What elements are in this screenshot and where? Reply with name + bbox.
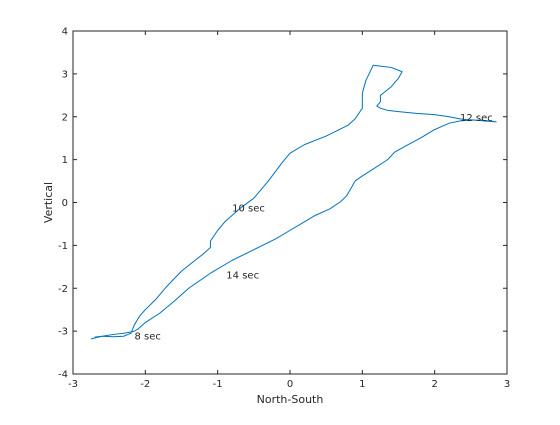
y-tick-label: -2 <box>58 284 68 295</box>
x-tick-label: 0 <box>287 379 293 390</box>
y-tick-label: -3 <box>58 327 68 338</box>
annotation-label: 8 sec <box>135 331 161 342</box>
x-tick-label: 3 <box>504 379 510 390</box>
annotation-label: 12 sec <box>460 113 493 124</box>
annotation-label: 14 sec <box>226 271 259 282</box>
trajectory-line-0 <box>90 64 497 340</box>
x-tick-label: -2 <box>140 379 150 390</box>
y-tick-label: 1 <box>62 155 68 166</box>
y-tick-label: 3 <box>62 69 68 80</box>
y-tick-label: 4 <box>62 27 68 38</box>
y-tick-label: -4 <box>58 370 68 381</box>
y-tick-label: 0 <box>62 198 68 209</box>
y-tick-label: 2 <box>62 112 68 123</box>
plot-area <box>73 31 507 374</box>
series-layer <box>90 64 497 340</box>
y-axis-label: Vertical <box>42 182 55 223</box>
x-axis-label: North-South <box>257 393 324 406</box>
x-tick-label: 1 <box>359 379 365 390</box>
x-tick-label: 2 <box>431 379 437 390</box>
annotation-layer: 8 sec 10 sec 12 sec 14 sec <box>135 113 493 343</box>
y-tick-label: -1 <box>58 241 68 252</box>
x-tick-label: -1 <box>213 379 223 390</box>
x-tick-label: -3 <box>68 379 78 390</box>
annotation-label: 10 sec <box>232 204 265 215</box>
